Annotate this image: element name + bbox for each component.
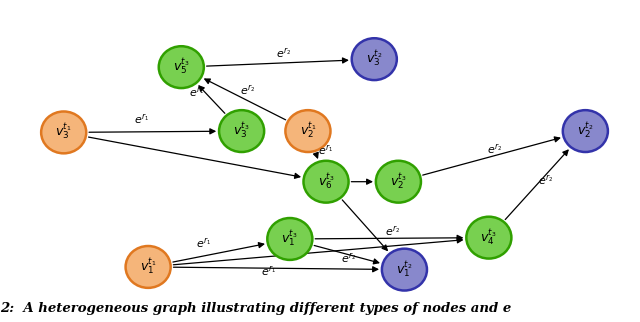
Text: $v_1^{t_3}$: $v_1^{t_3}$ — [282, 229, 298, 249]
Text: $v_5^{t_3}$: $v_5^{t_3}$ — [173, 57, 189, 77]
Text: $e^{r_1}$: $e^{r_1}$ — [189, 86, 205, 99]
Ellipse shape — [303, 161, 349, 203]
Text: $e^{r_2}$: $e^{r_2}$ — [276, 47, 292, 60]
Ellipse shape — [285, 110, 330, 152]
Text: $e^{r_1}$: $e^{r_1}$ — [196, 237, 211, 250]
Ellipse shape — [125, 246, 171, 288]
Text: $v_3^{t_3}$: $v_3^{t_3}$ — [233, 121, 250, 141]
Text: $v_1^{t_2}$: $v_1^{t_2}$ — [396, 260, 413, 279]
Text: $v_3^{t_2}$: $v_3^{t_2}$ — [366, 49, 383, 69]
Text: $v_4^{t_3}$: $v_4^{t_3}$ — [481, 228, 497, 248]
Ellipse shape — [41, 111, 86, 153]
Ellipse shape — [376, 161, 421, 203]
Ellipse shape — [268, 218, 312, 260]
Ellipse shape — [382, 249, 427, 290]
Ellipse shape — [352, 38, 397, 80]
Text: 2:  A heterogeneous graph illustrating different types of nodes and e: 2: A heterogeneous graph illustrating di… — [0, 301, 511, 315]
Ellipse shape — [563, 110, 608, 152]
Text: $e^{r_1}$: $e^{r_1}$ — [261, 265, 276, 279]
Ellipse shape — [467, 217, 511, 259]
Text: $e^{r_2}$: $e^{r_2}$ — [538, 174, 554, 187]
Text: $v_6^{t_3}$: $v_6^{t_3}$ — [317, 172, 334, 192]
Text: $e^{r_2}$: $e^{r_2}$ — [240, 83, 255, 97]
Ellipse shape — [159, 46, 204, 88]
Text: $v_3^{t_1}$: $v_3^{t_1}$ — [55, 122, 72, 142]
Text: $v_2^{t_1}$: $v_2^{t_1}$ — [300, 121, 316, 141]
Ellipse shape — [219, 110, 264, 152]
Text: $v_2^{t_3}$: $v_2^{t_3}$ — [390, 172, 407, 192]
Text: $e^{r_2}$: $e^{r_2}$ — [487, 143, 502, 156]
Text: $e^{r_1}$: $e^{r_1}$ — [134, 112, 150, 126]
Text: $v_1^{t_1}$: $v_1^{t_1}$ — [140, 257, 156, 277]
Text: $e^{r_1}$: $e^{r_1}$ — [318, 144, 333, 157]
Text: $e^{r_2}$: $e^{r_2}$ — [385, 224, 400, 238]
Text: $v_2^{t_2}$: $v_2^{t_2}$ — [577, 121, 594, 141]
Text: $e^{r_2}$: $e^{r_2}$ — [341, 252, 356, 265]
